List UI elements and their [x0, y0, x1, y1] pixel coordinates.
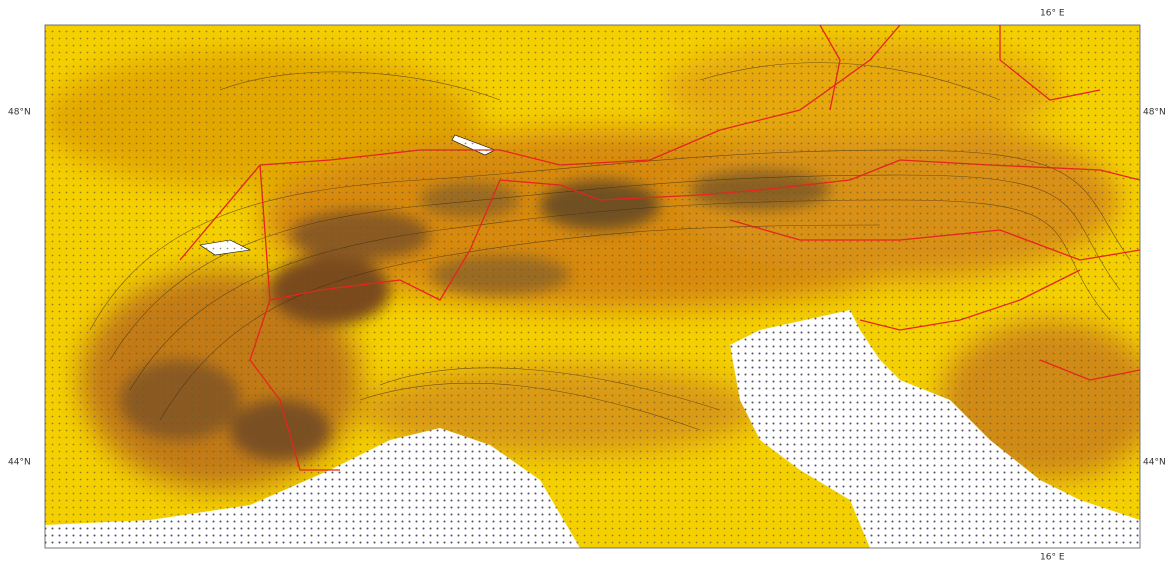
- lat-label: 44°N: [1143, 458, 1166, 468]
- lat-label: 44°N: [8, 458, 31, 468]
- dot-overlay: [45, 25, 1140, 548]
- lon-label: 16° E: [1040, 553, 1065, 563]
- lat-label: 48°N: [1143, 108, 1166, 118]
- lat-label: 48°N: [8, 108, 31, 118]
- map-area: [40, 25, 1160, 548]
- map-figure: 48°N 44°N 48°N 44°N 16° E 16° E: [0, 0, 1171, 563]
- lon-label: 16° E: [1040, 9, 1065, 19]
